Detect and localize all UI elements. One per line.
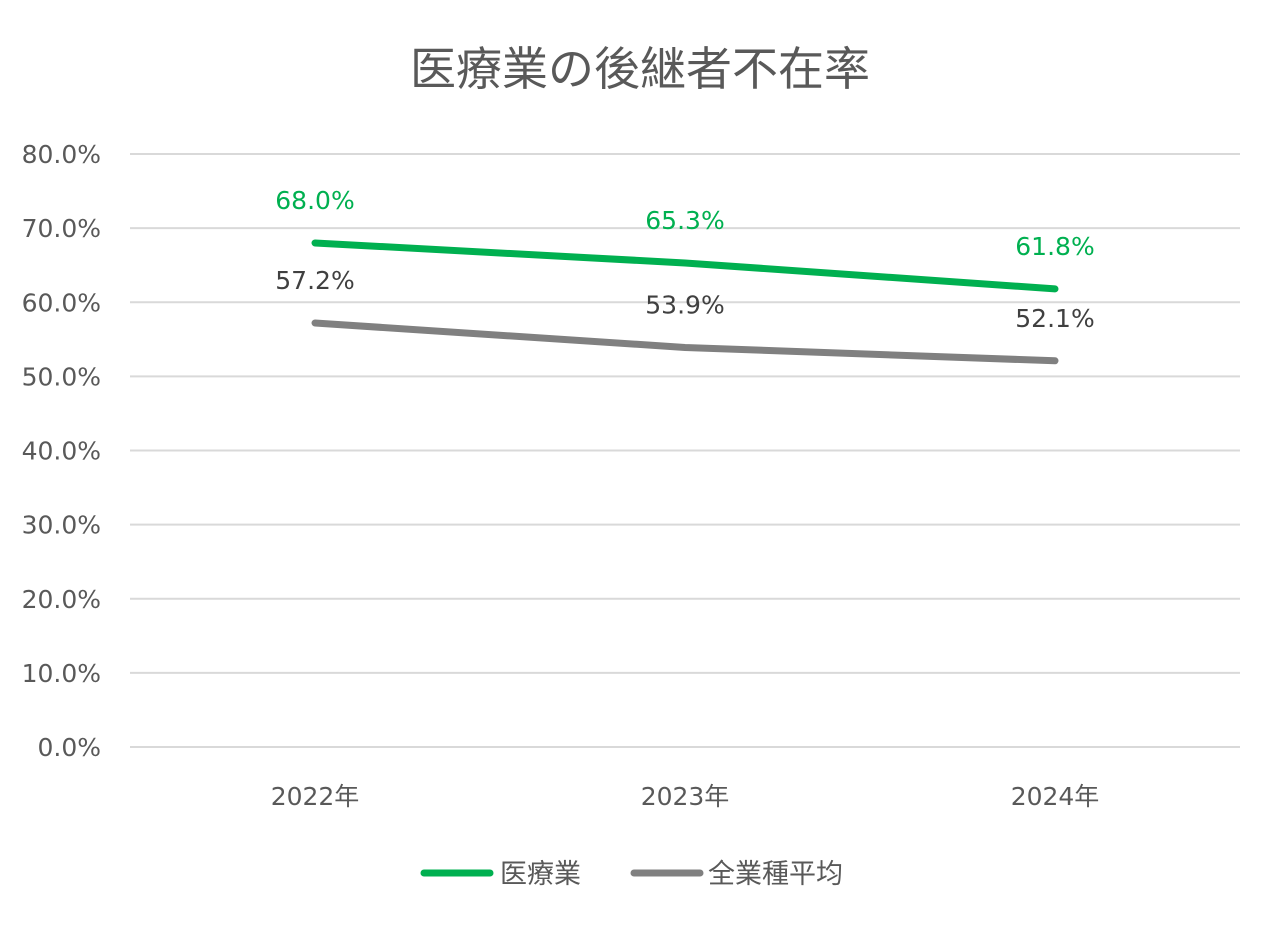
data-labels: 68.0% 65.3% 61.8% 57.2% 53.9% 52.1% <box>275 186 1094 333</box>
y-tick-label: 10.0% <box>22 659 101 688</box>
x-tick-label: 2023年 <box>641 782 730 811</box>
data-label: 68.0% <box>275 186 354 215</box>
chart-title: 医療業の後継者不在率 <box>410 42 870 96</box>
x-axis-ticks: 2022年 2023年 2024年 <box>271 782 1100 811</box>
y-tick-label: 70.0% <box>22 214 101 243</box>
y-tick-label: 0.0% <box>37 733 101 762</box>
data-label: 65.3% <box>645 206 724 235</box>
x-tick-label: 2022年 <box>271 782 360 811</box>
legend-label: 医療業 <box>500 859 581 890</box>
data-label: 57.2% <box>275 266 354 295</box>
y-tick-label: 60.0% <box>22 288 101 317</box>
x-tick-label: 2024年 <box>1011 782 1100 811</box>
y-tick-label: 80.0% <box>22 140 101 169</box>
legend-label: 全業種平均 <box>708 859 843 890</box>
y-tick-label: 20.0% <box>22 585 101 614</box>
data-label: 52.1% <box>1015 304 1094 333</box>
series-line-1 <box>311 319 1059 365</box>
y-tick-label: 30.0% <box>22 511 101 540</box>
series-line-0 <box>311 239 1059 293</box>
y-tick-label: 50.0% <box>22 362 101 391</box>
series-lines <box>311 239 1059 365</box>
data-label: 61.8% <box>1015 232 1094 261</box>
y-axis-ticks: 0.0% 10.0% 20.0% 30.0% 40.0% 50.0% 60.0% 70.0% 8… <box>22 140 101 762</box>
y-tick-label: 40.0% <box>22 437 101 466</box>
data-label: 53.9% <box>645 290 724 319</box>
gridlines <box>130 153 1240 748</box>
legend: 医療業 全業種平均 <box>420 859 843 890</box>
